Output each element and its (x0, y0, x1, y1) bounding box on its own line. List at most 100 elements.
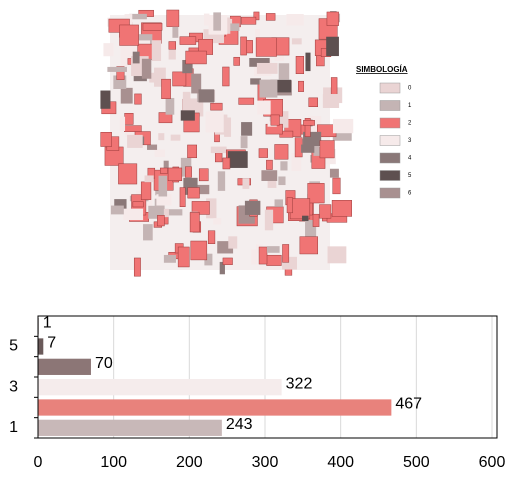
map-block (222, 257, 233, 265)
map-block (213, 218, 222, 225)
map-block (144, 175, 154, 183)
map-block (291, 38, 302, 45)
map-block (266, 159, 273, 170)
bar-chart: 0 100 200 300 400 500 600 243 1 467 322 3 70 7 5 1 (9, 314, 505, 471)
map-block (142, 23, 163, 31)
x-tick-label: 500 (403, 454, 430, 471)
legend-label: 1 (408, 103, 412, 109)
map-block (124, 125, 142, 132)
legend-title: SIMBOLOGÍA (356, 65, 408, 74)
legend-swatch (379, 135, 401, 146)
map-block (123, 208, 144, 221)
map-block (266, 254, 282, 266)
legend-label: 5 (408, 173, 412, 179)
map-block (240, 136, 248, 149)
map-block (198, 168, 209, 182)
map-block (302, 215, 309, 222)
map-block (168, 41, 176, 50)
value-label: 7 (47, 335, 56, 352)
map-block (120, 87, 133, 104)
map-block (226, 23, 240, 31)
map-block (132, 51, 140, 64)
map-block (180, 110, 195, 121)
map-block (163, 254, 176, 263)
map-block (158, 133, 165, 141)
map-block (203, 13, 210, 26)
map-block (278, 176, 286, 186)
value-label: 1 (43, 314, 52, 331)
map-block (258, 246, 268, 265)
map-block (158, 175, 168, 197)
map-block (308, 97, 318, 107)
map-block (312, 213, 320, 227)
map-block (205, 111, 224, 133)
map-block (189, 212, 200, 233)
map-block (122, 44, 128, 62)
map-block (185, 166, 192, 178)
x-tick-label: 300 (252, 454, 279, 471)
map-block (244, 200, 261, 215)
map-block (305, 52, 311, 72)
map-block (295, 56, 304, 75)
map-block (326, 36, 339, 57)
map-block (191, 201, 210, 215)
map-block (116, 66, 125, 80)
map-block (140, 181, 152, 200)
x-tick-label: 600 (479, 454, 506, 471)
map-block (331, 200, 352, 217)
map-block (233, 56, 240, 66)
map-block (222, 66, 230, 87)
map-block (161, 78, 171, 99)
map-block (298, 80, 304, 92)
map-block (151, 40, 162, 62)
map-block (192, 184, 210, 195)
map-block (191, 73, 202, 94)
map-block (107, 66, 127, 72)
map-block (125, 131, 138, 138)
map-block (329, 168, 339, 178)
plot-frame (37, 315, 498, 439)
value-label: 70 (95, 355, 113, 372)
map-block (286, 197, 293, 214)
map-block (198, 89, 215, 103)
legend-label: 2 (408, 121, 412, 127)
map-block (137, 34, 153, 45)
map-block (166, 9, 180, 27)
map-block (214, 152, 223, 163)
map-block (166, 209, 183, 216)
map-block (219, 261, 225, 275)
map-block (179, 187, 186, 208)
bar (38, 419, 222, 436)
map-block (322, 94, 340, 108)
legend-swatch (379, 187, 401, 199)
map-block (207, 230, 216, 244)
map-block (254, 28, 260, 44)
map-block (238, 97, 255, 105)
map-block (319, 204, 332, 219)
map-block (330, 77, 338, 96)
y-tick-label: 5 (9, 338, 18, 355)
legend-label: 4 (408, 156, 412, 162)
map-block (257, 100, 271, 115)
map-block (154, 149, 165, 157)
map-block (266, 246, 280, 253)
map-block (143, 224, 153, 241)
map-block (172, 71, 187, 87)
map-block (242, 178, 250, 189)
bar (38, 399, 392, 416)
map-block (255, 37, 277, 57)
map-block (307, 183, 325, 204)
map-block (213, 12, 222, 31)
map-block (250, 78, 261, 85)
map-block (100, 90, 111, 109)
map-block (185, 50, 207, 65)
bar (38, 338, 44, 355)
map-block (241, 122, 253, 136)
map-block (261, 170, 278, 181)
map-block (227, 151, 248, 168)
map-block (256, 62, 278, 74)
map-block (253, 11, 260, 21)
map-block (110, 205, 124, 215)
map-block (259, 79, 278, 98)
